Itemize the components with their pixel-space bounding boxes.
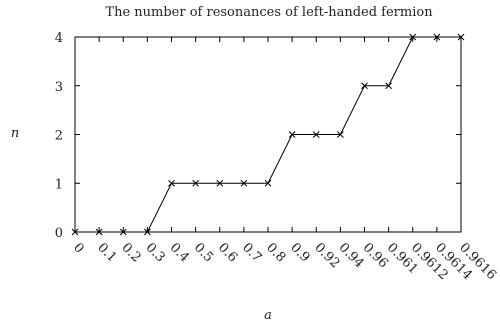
plot-frame — [74, 36, 462, 233]
data-point-marker — [264, 179, 272, 187]
x-tick-label: 0.9 — [287, 240, 312, 265]
data-point-marker — [216, 179, 224, 187]
data-point-marker — [144, 228, 151, 236]
data-point-marker — [288, 131, 296, 138]
data-point-marker — [312, 131, 320, 138]
x-tick-label: 0 — [70, 240, 86, 256]
y-tick-label: 3 — [55, 80, 63, 95]
x-axis: 0 0.10.20.30.40.50.60.70.80.90.920.940.96… — [70, 37, 499, 283]
x-tick-label: 0.1 — [94, 240, 119, 265]
data-point-marker — [457, 33, 465, 41]
data-point-marker — [385, 82, 392, 90]
x-tick-label: 0.94 — [336, 240, 367, 271]
data-point-marker — [240, 179, 248, 187]
x-tick-label: 0.92 — [311, 240, 342, 271]
x-tick-label: 0.7 — [239, 240, 264, 265]
x-tick-label: 0.6 — [215, 240, 240, 265]
data-point-marker — [337, 131, 344, 138]
series-line — [75, 36, 461, 233]
x-tick-label: 0.2 — [118, 240, 143, 265]
data-point-marker — [409, 33, 417, 41]
x-tick-label: 0.96 — [360, 240, 391, 271]
y-tick-label: 2 — [55, 129, 63, 144]
y-axis-label: n — [11, 126, 19, 141]
data-point-marker — [95, 228, 103, 236]
data-point-marker — [361, 82, 368, 90]
y-tick-label: 1 — [55, 177, 63, 192]
chart-title: The number of resonances of left-handed … — [105, 5, 433, 20]
x-tick-label: 0.8 — [263, 240, 288, 265]
x-tick-label: 0.3 — [143, 240, 168, 265]
data-point-marker — [433, 33, 441, 41]
y-tick-label: 4 — [55, 31, 63, 46]
series-group — [71, 33, 465, 236]
x-tick-label: 0.5 — [191, 240, 216, 265]
x-axis-label: a — [264, 308, 272, 323]
data-point-marker — [192, 179, 199, 187]
x-tick-label: 0.4 — [167, 240, 192, 265]
data-point-marker — [119, 228, 127, 236]
data-point-marker — [168, 179, 175, 187]
y-tick-label: 0 — [55, 226, 63, 241]
data-point-marker — [71, 228, 79, 236]
